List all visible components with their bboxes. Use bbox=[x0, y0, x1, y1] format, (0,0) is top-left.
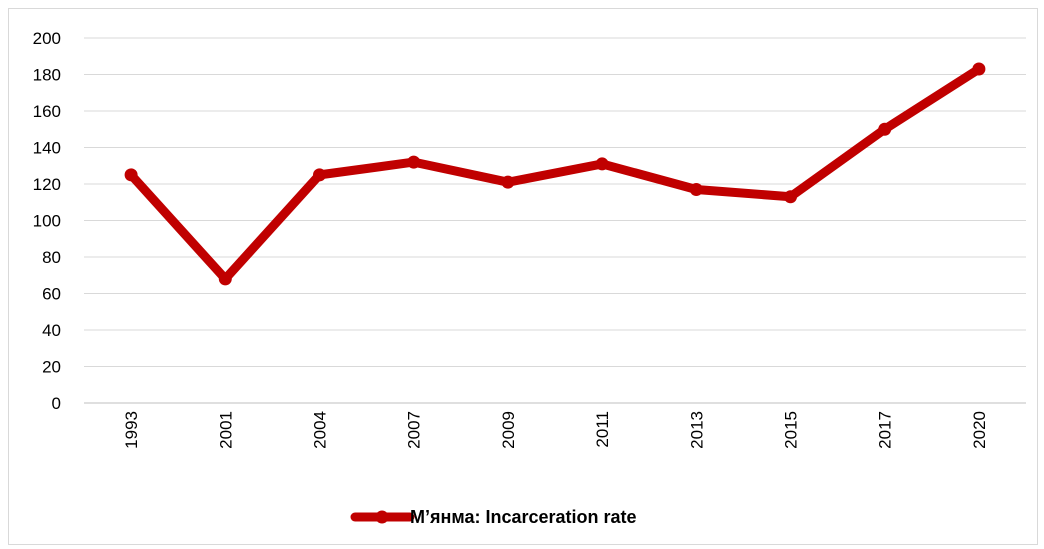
gridlines bbox=[84, 37, 1026, 404]
data-point bbox=[313, 168, 326, 182]
x-tick-label: 2007 bbox=[405, 411, 424, 449]
y-tick-label: 180 bbox=[33, 66, 61, 85]
y-tick-label: 80 bbox=[42, 248, 61, 267]
y-tick-label: 0 bbox=[52, 394, 61, 413]
data-point bbox=[501, 175, 515, 189]
y-tick-label: 200 bbox=[33, 29, 61, 48]
legend-series-marker bbox=[375, 510, 389, 524]
x-tick-label: 2017 bbox=[876, 411, 895, 449]
data-point bbox=[689, 182, 703, 196]
y-tick-label: 60 bbox=[42, 285, 61, 304]
y-tick-label: 40 bbox=[42, 321, 61, 340]
y-tick-label: 140 bbox=[33, 139, 61, 158]
data-point bbox=[784, 190, 797, 204]
chart-area bbox=[8, 8, 1038, 545]
x-tick-label: 2009 bbox=[499, 411, 518, 449]
y-tick-label: 160 bbox=[33, 102, 61, 121]
y-axis-tick-labels: 0 20 40 60 80 100 120 140 160 180 200 bbox=[33, 29, 61, 413]
data-point bbox=[124, 168, 138, 182]
legend-series-label: М’янма: Incarceration rate bbox=[410, 507, 637, 527]
legend: М’янма: Incarceration rate bbox=[350, 507, 637, 527]
x-tick-label: 2011 bbox=[593, 411, 612, 448]
x-axis-tick-labels: 1993 2001 2004 2007 2009 2011 2013 2015 2017 2020 bbox=[122, 411, 989, 449]
x-tick-label: 2001 bbox=[216, 411, 235, 449]
data-point bbox=[595, 157, 609, 171]
y-tick-label: 20 bbox=[42, 358, 61, 377]
series-layer bbox=[124, 62, 986, 286]
series-line bbox=[126, 64, 984, 284]
x-tick-label: 2020 bbox=[970, 411, 989, 449]
data-point bbox=[218, 272, 232, 286]
data-point bbox=[972, 62, 986, 76]
y-tick-label: 120 bbox=[33, 175, 61, 194]
data-point bbox=[407, 155, 421, 169]
x-tick-label: 1993 bbox=[122, 411, 141, 449]
data-point bbox=[878, 122, 892, 136]
y-tick-label: 100 bbox=[33, 212, 61, 231]
x-tick-label: 2004 bbox=[311, 411, 330, 449]
x-tick-label: 2013 bbox=[687, 411, 706, 449]
x-tick-label: 2015 bbox=[782, 411, 801, 449]
